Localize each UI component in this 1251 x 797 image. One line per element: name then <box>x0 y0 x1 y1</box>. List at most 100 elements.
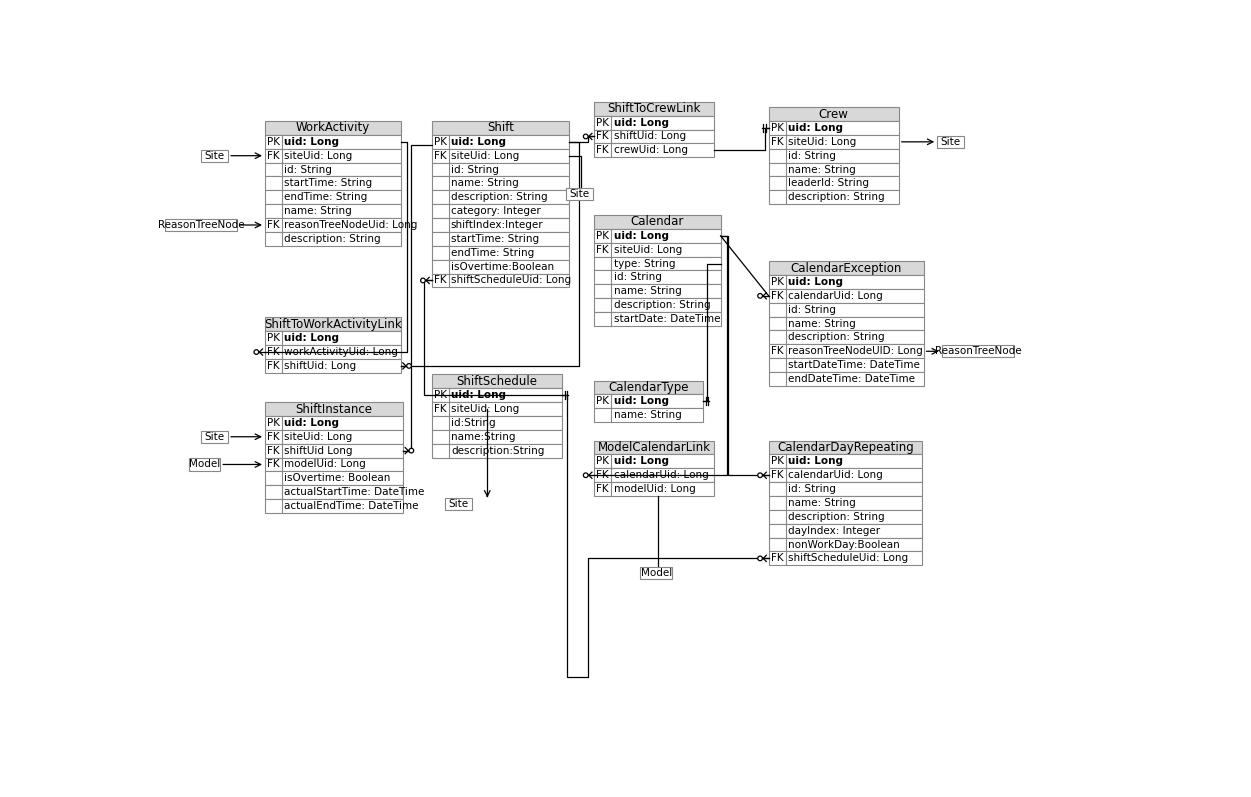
Text: FK: FK <box>771 553 783 563</box>
Text: uid: Long: uid: Long <box>788 123 843 133</box>
Bar <box>432 245 569 260</box>
Bar <box>594 395 703 408</box>
Bar <box>768 482 922 496</box>
Bar <box>265 149 400 163</box>
Text: FK: FK <box>266 446 280 456</box>
Text: startDate: DateTime: startDate: DateTime <box>614 314 721 324</box>
Bar <box>768 344 923 358</box>
Text: description: String: description: String <box>788 192 884 202</box>
Text: ShiftInstance: ShiftInstance <box>295 402 373 415</box>
Text: isOvertime: Boolean: isOvertime: Boolean <box>284 473 390 483</box>
Bar <box>432 176 569 190</box>
Text: CalendarDayRepeating: CalendarDayRepeating <box>777 441 913 454</box>
Text: reasonTreeNodeUid: Long: reasonTreeNodeUid: Long <box>284 220 418 230</box>
Bar <box>432 444 562 457</box>
Bar <box>189 458 220 471</box>
Text: FK: FK <box>266 361 280 371</box>
Bar <box>432 135 569 149</box>
Bar <box>432 163 569 176</box>
Text: Shift: Shift <box>487 121 514 135</box>
Text: ModelCalendarLink: ModelCalendarLink <box>598 441 711 454</box>
Text: PK: PK <box>434 137 447 147</box>
Text: FK: FK <box>597 245 609 254</box>
Bar <box>594 116 714 130</box>
Text: endTime: String: endTime: String <box>284 192 368 202</box>
Bar <box>265 457 403 471</box>
Bar <box>768 331 923 344</box>
Text: Calendar: Calendar <box>631 215 684 229</box>
Bar <box>265 485 403 499</box>
Bar <box>594 469 714 482</box>
Text: Site: Site <box>204 432 225 442</box>
Bar <box>265 218 400 232</box>
Bar <box>768 552 922 565</box>
Text: id: String: id: String <box>614 273 662 282</box>
Bar <box>265 471 403 485</box>
Bar <box>768 469 922 482</box>
Bar <box>594 243 721 257</box>
Bar <box>432 416 562 430</box>
Text: PK: PK <box>434 391 447 400</box>
Bar <box>265 204 400 218</box>
Text: uid: Long: uid: Long <box>284 333 339 344</box>
Bar <box>265 345 400 359</box>
Text: dayIndex: Integer: dayIndex: Integer <box>788 526 881 536</box>
Text: uid: Long: uid: Long <box>614 118 668 128</box>
Text: uid: Long: uid: Long <box>284 137 339 147</box>
Bar <box>265 121 400 135</box>
Text: shiftUid Long: shiftUid Long <box>284 446 353 456</box>
Text: uid: Long: uid: Long <box>614 457 668 466</box>
Bar <box>594 143 714 157</box>
Bar <box>594 482 714 496</box>
Text: PK: PK <box>771 457 783 466</box>
Circle shape <box>409 448 414 453</box>
Bar <box>768 176 898 190</box>
Text: id: String: id: String <box>788 151 836 161</box>
Bar <box>265 430 403 444</box>
Text: PK: PK <box>771 123 783 133</box>
Bar <box>594 229 721 243</box>
Bar <box>265 135 400 149</box>
Text: isOvertime:Boolean: isOvertime:Boolean <box>450 261 554 272</box>
Text: endTime: String: endTime: String <box>450 248 534 257</box>
Text: ReasonTreeNode: ReasonTreeNode <box>934 346 1021 356</box>
Text: leaderId: String: leaderId: String <box>788 179 869 188</box>
Text: shiftScheduleUid: Long: shiftScheduleUid: Long <box>450 276 570 285</box>
Text: FK: FK <box>597 132 609 141</box>
Circle shape <box>758 473 762 477</box>
Text: id: String: id: String <box>284 164 332 175</box>
Bar <box>265 190 400 204</box>
Text: uid: Long: uid: Long <box>284 418 339 428</box>
Text: Site: Site <box>941 137 961 147</box>
Bar <box>265 176 400 190</box>
Text: FK: FK <box>434 404 447 414</box>
Bar <box>265 402 403 416</box>
Bar <box>594 215 721 229</box>
Bar <box>768 190 898 204</box>
Text: name: String: name: String <box>614 410 682 420</box>
Text: PK: PK <box>266 333 280 344</box>
Circle shape <box>583 473 588 477</box>
Text: description: String: description: String <box>788 332 884 343</box>
Bar <box>594 441 714 454</box>
Text: name: String: name: String <box>614 286 682 296</box>
Bar <box>432 375 562 388</box>
Circle shape <box>758 556 762 561</box>
Text: siteUid: Long: siteUid: Long <box>788 137 856 147</box>
Bar <box>432 149 569 163</box>
Bar <box>594 312 721 326</box>
Text: FK: FK <box>771 346 783 356</box>
Circle shape <box>407 363 412 368</box>
Text: ShiftToCrewLink: ShiftToCrewLink <box>608 102 701 116</box>
Text: FK: FK <box>771 470 783 481</box>
Text: workActivityUid: Long: workActivityUid: Long <box>284 347 398 357</box>
Text: description: String: description: String <box>284 234 380 244</box>
Text: FK: FK <box>434 276 447 285</box>
Bar <box>201 430 228 443</box>
Text: shiftIndex:Integer: shiftIndex:Integer <box>450 220 543 230</box>
Text: uid: Long: uid: Long <box>614 396 668 406</box>
Bar <box>432 260 569 273</box>
Bar <box>768 135 898 149</box>
Text: FK: FK <box>597 484 609 494</box>
Text: PK: PK <box>266 137 280 147</box>
